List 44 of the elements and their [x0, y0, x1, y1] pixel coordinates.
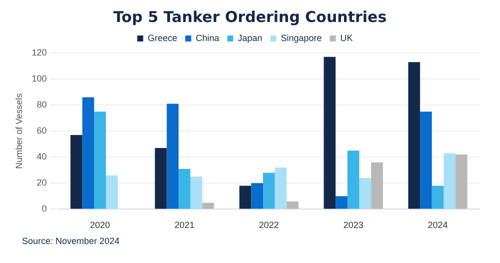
- bar: [70, 135, 82, 209]
- y-axis-title: Number of Vessels: [14, 92, 24, 169]
- legend-label: China: [196, 32, 220, 43]
- bar: [408, 62, 420, 209]
- x-tick-label: 2021: [174, 220, 194, 230]
- bar: [202, 202, 214, 209]
- bar: [82, 97, 94, 209]
- bar: [239, 186, 252, 209]
- y-tick-label: 120: [32, 47, 47, 58]
- bar: [263, 172, 275, 209]
- bar: [251, 183, 263, 209]
- bar: [286, 201, 298, 209]
- bar: [166, 104, 179, 209]
- bar: [371, 162, 383, 209]
- x-tick-label: 2024: [428, 220, 448, 230]
- bar: [336, 196, 348, 209]
- y-tick-label: 80: [36, 100, 47, 110]
- bar: [359, 178, 372, 209]
- source-note: Source: November 2024: [22, 236, 120, 246]
- bar: [274, 168, 287, 209]
- bar: [94, 112, 106, 209]
- y-tick-label: 100: [32, 74, 47, 84]
- bar: [420, 112, 432, 209]
- bar: [324, 56, 336, 209]
- chart-title: Top 5 Tanker Ordering Countries: [112, 8, 388, 26]
- legend-label: UK: [340, 32, 353, 43]
- y-tick-label: 0: [42, 204, 47, 214]
- x-tick-label: 2023: [343, 220, 364, 230]
- bar: [190, 176, 202, 209]
- legend-label: Japan: [238, 32, 262, 43]
- bar: [432, 186, 444, 209]
- bar: [444, 153, 456, 209]
- legend-label: Singapore: [280, 32, 322, 43]
- bar: [178, 168, 190, 209]
- x-tick-label: 2022: [258, 220, 279, 230]
- bar: [347, 150, 360, 209]
- x-tick-label: 2020: [90, 220, 110, 230]
- y-tick-label: 60: [36, 126, 47, 136]
- y-tick-label: 20: [36, 178, 47, 188]
- y-tick-label: 40: [36, 152, 47, 162]
- bar: [456, 154, 468, 209]
- bar: [106, 175, 118, 209]
- legend-label: Greece: [148, 32, 178, 43]
- bar: [154, 148, 167, 209]
